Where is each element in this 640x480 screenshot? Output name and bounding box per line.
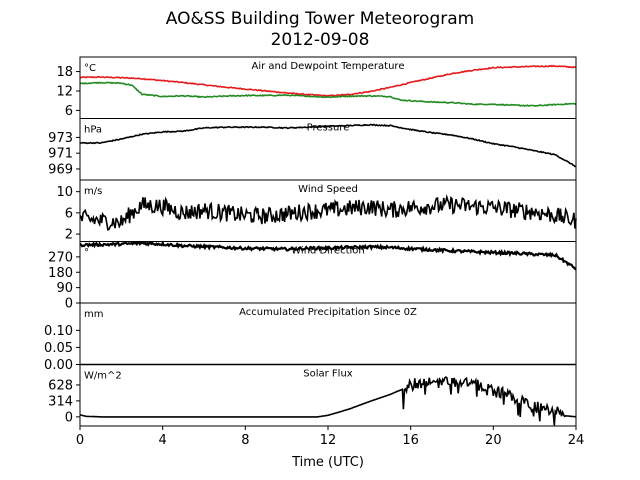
y-tick-label-0-1: 12 [56,84,73,99]
y-tick-label-0-0: 6 [65,104,73,119]
panel-4: 0.00 0.05 0.10 mm Accumulated Precipitation … [44,302,577,373]
y-tick-label-2-1: 6 [65,206,73,221]
y-tick-label-1-1: 971 [48,147,73,162]
series-line-0-0 [79,64,577,98]
y-tick-label-1-2: 973 [48,131,73,146]
y-tick-label-4-2: 0.10 [44,324,73,339]
figure-date: 2012-09-08 [271,30,370,50]
series-line-1-0 [79,123,576,168]
y-tick-label-1-0: 969 [48,162,73,177]
panel-title-2: Wind Speed [298,184,358,195]
y-tick-label-5-2: 628 [48,378,73,393]
y-tick-label-3-1: 90 [56,281,73,296]
panel-unit-2: m/s [84,186,102,197]
x-axis-label: Time (UTC) [291,455,364,470]
panel-unit-3: ° [84,248,89,259]
series-line-2-0 [79,194,577,231]
x-axis: 0 4 8 12 16 20 24 [76,426,584,448]
y-tick-label-4-0: 0.00 [44,358,73,373]
y-tick-label-3-2: 180 [48,266,73,281]
panel-title-3: Wind Direction [291,246,365,257]
series-line-0-1 [79,81,577,107]
panel-0: 6 12 18 °C Air and Dewpoint Temperature [56,56,577,119]
panel-title-5: Solar Flux [303,369,353,380]
figure-title: AO&SS Building Tower Meteorogram [166,9,474,29]
panel-unit-0: °C [84,63,96,74]
x-tick-label-5: 20 [485,433,502,448]
x-tick-label-1: 4 [159,433,167,448]
y-tick-label-4-1: 0.05 [44,341,73,356]
y-tick-label-2-2: 10 [56,185,73,200]
x-tick-label-3: 12 [320,433,337,448]
x-tick-label-0: 0 [76,433,84,448]
panel-unit-4: mm [84,309,103,320]
panel-unit-1: hPa [84,125,102,136]
y-tick-label-5-0: 0 [65,410,73,425]
panel-title-0: Air and Dewpoint Temperature [252,61,405,72]
y-tick-label-2-0: 2 [65,228,73,243]
x-tick-label-6: 24 [568,433,585,448]
y-tick-label-0-2: 18 [56,65,73,80]
series-line-3-0 [79,240,577,271]
panel-title-1: Pressure [307,123,350,134]
panel-2: 2 6 10 m/s Wind Speed [56,179,577,243]
y-tick-label-5-1: 314 [48,394,73,409]
x-tick-label-2: 8 [241,433,249,448]
y-tick-label-3-0: 0 [65,297,73,312]
panel-unit-5: W/m^2 [84,371,122,382]
x-tick-label-4: 16 [402,433,419,448]
y-tick-label-3-3: 270 [48,250,73,265]
panel-title-4: Accumulated Precipitation Since 0Z [239,307,417,318]
series-line-5-0 [79,376,577,426]
